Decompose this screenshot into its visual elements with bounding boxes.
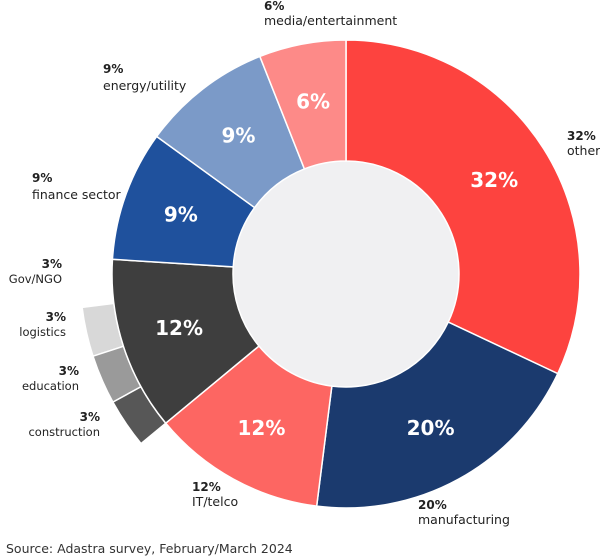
slice-label-other: 32% [470, 168, 518, 192]
label-other-pct: 32% [567, 129, 596, 143]
label-it-telco-pct: 12% [192, 480, 221, 494]
slice-label-it-telco: 12% [238, 416, 286, 440]
label-manufacturing-pct: 20% [418, 498, 447, 512]
label-other-name: other [567, 143, 600, 158]
slice-label-media-entertainment: 6% [296, 90, 330, 114]
slices [79, 39, 581, 509]
slice-other [345, 39, 581, 375]
label-manufacturing-name: manufacturing [418, 512, 510, 527]
label-it-telco-name: IT/telco [192, 494, 238, 509]
slice-labels: 32% 20% 12% 12% 9% 9% 6% [155, 90, 518, 440]
label-gov-ngo-name: Gov/NGO [9, 272, 62, 286]
label-education-name: education [22, 379, 79, 393]
label-construction: 3% construction [28, 410, 100, 439]
slice-manufacturing [315, 321, 559, 509]
label-other: 32% other [567, 129, 600, 158]
label-construction-name: construction [28, 425, 100, 439]
label-media-pct: 6% [264, 0, 284, 13]
slice-label-manufacturing: 20% [407, 416, 455, 440]
slice-media-entertainment [258, 39, 347, 170]
slice-label-energy-utility: 9% [221, 123, 255, 147]
label-finance: 9% finance sector [32, 171, 122, 202]
label-logistics-pct: 3% [46, 310, 66, 324]
label-education: 3% education [22, 364, 79, 393]
label-energy-name: energy/utility [103, 78, 187, 93]
label-construction-pct: 3% [80, 410, 100, 424]
label-energy: 9% energy/utility [103, 62, 187, 93]
donut-center [233, 161, 459, 387]
label-logistics: 3% logistics [19, 310, 66, 339]
label-education-pct: 3% [59, 364, 79, 378]
slice-label-finance-sector: 9% [164, 203, 198, 227]
label-energy-pct: 9% [103, 62, 123, 76]
label-manufacturing: 20% manufacturing [418, 498, 510, 527]
slice-label-group: 12% [155, 316, 203, 340]
label-finance-name: finance sector [32, 187, 122, 202]
label-media: 6% media/entertainment [264, 0, 397, 28]
label-finance-pct: 9% [32, 171, 52, 185]
label-logistics-name: logistics [19, 325, 66, 339]
label-media-name: media/entertainment [264, 13, 397, 28]
label-gov-ngo: 3% Gov/NGO [9, 257, 62, 286]
source-note: Source: Adastra survey, February/March 2… [6, 541, 293, 556]
label-gov-ngo-pct: 3% [42, 257, 62, 271]
subslice-gov-ngo [79, 256, 115, 309]
label-it-telco: 12% IT/telco [192, 480, 238, 509]
